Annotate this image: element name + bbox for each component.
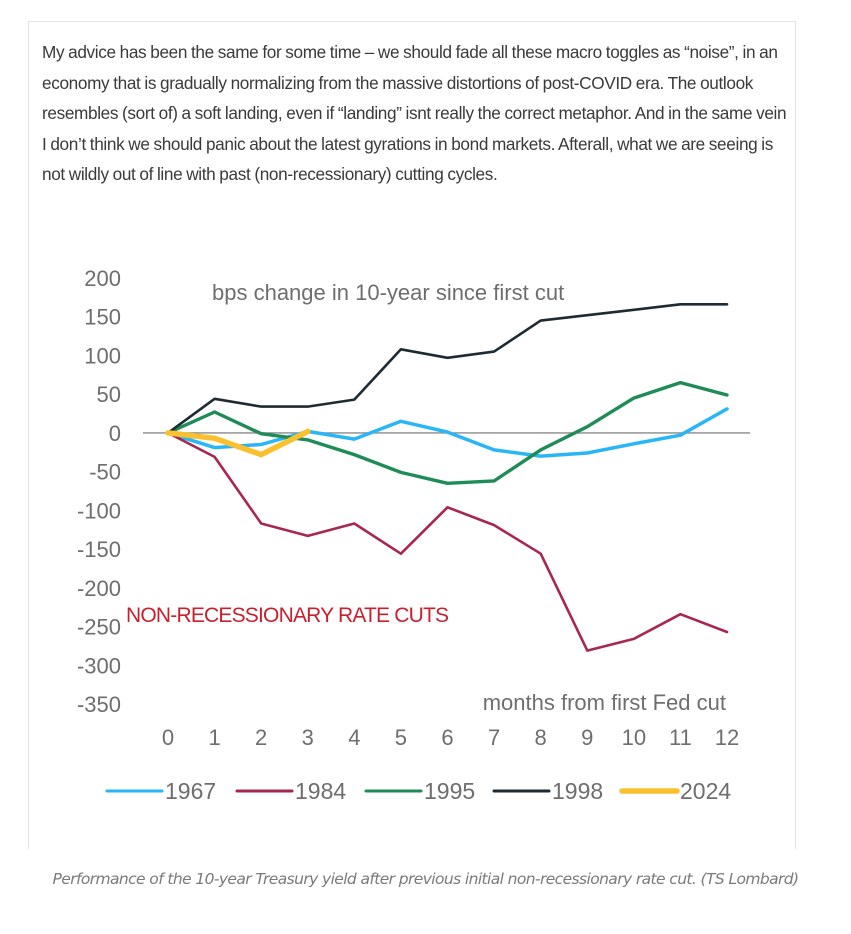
series-line-2024 xyxy=(165,428,311,458)
x-tick-label: 7 xyxy=(488,725,500,750)
intro-paragraph: My advice has been the same for some tim… xyxy=(42,42,787,184)
legend-item-1967: 1967 xyxy=(105,778,216,804)
chart-title: bps change in 10-year since first cut xyxy=(212,280,564,305)
x-tick-label: 3 xyxy=(302,725,314,750)
x-tick-label: 1 xyxy=(208,725,220,750)
legend-label: 1984 xyxy=(295,778,346,804)
legend-item-1998: 1998 xyxy=(492,778,603,804)
figure-frame xyxy=(28,21,796,849)
x-tick-label: 4 xyxy=(348,725,360,750)
y-tick-label: -350 xyxy=(77,692,121,717)
legend-label: 2024 xyxy=(680,778,731,804)
x-tick-label: 5 xyxy=(395,725,407,750)
series-line-1995 xyxy=(166,380,729,485)
y-tick-label: 100 xyxy=(84,343,121,368)
legend-item-2024: 2024 xyxy=(619,778,731,804)
figure-caption: Performance of the 10-year Treasury yiel… xyxy=(52,870,800,888)
y-tick-label: -100 xyxy=(77,498,121,523)
series-line-1984 xyxy=(166,431,729,652)
x-tick-label: 11 xyxy=(669,725,692,750)
x-tick-label: 10 xyxy=(622,725,646,750)
x-axis-ticks: 0 1 2 3 4 5 6 7 8 9 10 11 12 xyxy=(162,725,739,750)
legend-label: 1998 xyxy=(552,778,603,804)
legend-label: 1967 xyxy=(165,778,216,804)
legend-item-1995: 1995 xyxy=(364,778,475,804)
x-tick-label: 0 xyxy=(162,725,174,750)
y-tick-label: 150 xyxy=(84,305,121,330)
chart-annotation: NON-RECESSIONARY RATE CUTS xyxy=(126,604,449,627)
series-line-1967 xyxy=(166,407,729,458)
y-tick-label: 200 xyxy=(84,266,121,291)
y-tick-label: 50 xyxy=(97,382,121,407)
y-tick-label: 0 xyxy=(109,421,121,446)
x-tick-label: 6 xyxy=(441,725,453,750)
x-tick-label: 8 xyxy=(535,725,547,750)
legend-label: 1995 xyxy=(424,778,475,804)
x-tick-label: 9 xyxy=(581,725,593,750)
y-tick-label: -150 xyxy=(77,537,121,562)
y-tick-label: -50 xyxy=(89,460,121,485)
y-tick-label: -300 xyxy=(77,653,121,678)
x-tick-label: 12 xyxy=(715,725,739,750)
series-line-1998 xyxy=(166,302,729,435)
legend-item-1984: 1984 xyxy=(235,778,346,804)
y-tick-label: -250 xyxy=(77,615,121,640)
y-tick-label: -200 xyxy=(77,576,121,601)
series-lines xyxy=(165,302,729,652)
x-tick-label: 2 xyxy=(255,725,267,750)
legend: 1967 1984 1995 1998 2024 xyxy=(105,778,731,804)
y-axis-ticks: 200 150 100 50 0 -50 -100 -150 -200 -250 -300 -350 xyxy=(77,266,121,717)
x-axis-label: months from first Fed cut xyxy=(483,690,726,715)
